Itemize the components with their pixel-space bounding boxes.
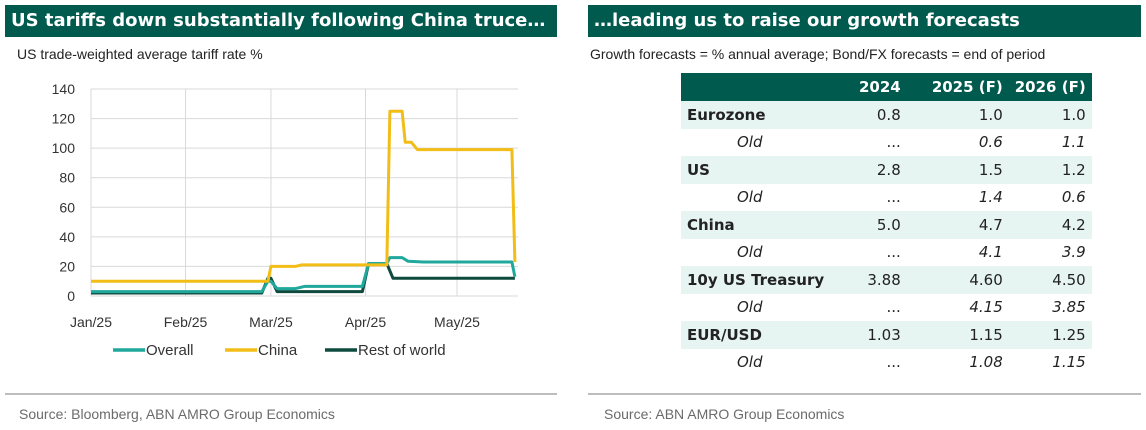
- x-tick-label: Apr/25: [345, 314, 386, 330]
- table-row: Eurozone 0.8 1.0 1.0: [681, 101, 1092, 129]
- left-banner-title: US tariffs down substantially following …: [5, 5, 557, 37]
- table-header-cell: 2025 (F): [906, 73, 1009, 101]
- value-cell: 2.8: [853, 156, 907, 184]
- row-label-cell: China: [681, 211, 853, 239]
- legend-label: China: [258, 342, 298, 359]
- value-cell: 3.9: [1008, 238, 1092, 266]
- table-row-old: Old... 0.6 1.1: [681, 128, 1092, 156]
- value-cell: 0.8: [853, 101, 907, 129]
- series-line-china: [91, 109, 517, 283]
- y-tick-label: 100: [52, 140, 76, 156]
- value-cell: 1.2: [1008, 156, 1092, 184]
- value-cell: ...: [853, 183, 907, 211]
- value-cell: ...: [853, 293, 907, 321]
- y-tick-label: 60: [59, 199, 75, 215]
- value-cell: 4.2: [1008, 211, 1092, 239]
- table-header-cell: 2024: [853, 73, 907, 101]
- x-tick-label: May/25: [434, 314, 480, 330]
- row-label-cell: Old: [681, 293, 853, 321]
- value-cell: ...: [853, 128, 907, 156]
- right-panel: …leading us to raise our growth forecast…: [588, 5, 1141, 430]
- table-header-cell: 2026 (F): [1008, 73, 1092, 101]
- x-tick-label: Mar/25: [249, 314, 293, 330]
- value-cell: 1.0: [1008, 101, 1092, 129]
- y-tick-label: 40: [59, 229, 75, 245]
- value-cell: 1.08: [906, 348, 1009, 376]
- row-label-cell: US: [681, 156, 853, 184]
- value-cell: 1.1: [1008, 128, 1092, 156]
- value-cell: 4.60: [906, 266, 1009, 294]
- value-cell: 1.25: [1008, 321, 1092, 349]
- y-tick-label: 140: [52, 81, 76, 97]
- chart-subtitle: US trade-weighted average tariff rate %: [17, 46, 263, 62]
- tariff-line-chart: 0 20 40 60 80 100 120 140 Jan/25 Feb/25 Mar/25 Apr/…: [52, 81, 518, 359]
- value-cell: ...: [853, 348, 907, 376]
- left-source-divider: [5, 393, 557, 395]
- table-header-row: 2024 2025 (F) 2026 (F): [681, 73, 1092, 101]
- table-row-old: Old... 4.1 3.9: [681, 238, 1092, 266]
- value-cell: 5.0: [853, 211, 907, 239]
- right-source-note: Source: ABN AMRO Group Economics: [604, 406, 845, 422]
- legend-label: Rest of world: [358, 342, 446, 359]
- table-header-cell: [681, 73, 853, 101]
- table-row: 10y US Treasury 3.88 4.60 4.50: [681, 266, 1092, 294]
- value-cell: 4.7: [906, 211, 1009, 239]
- value-cell: 4.15: [906, 293, 1009, 321]
- legend-label: Overall: [146, 342, 194, 359]
- table-row-old: Old... 1.08 1.15: [681, 348, 1092, 376]
- table-row-old: Old... 4.15 3.85: [681, 293, 1092, 321]
- x-tick-label: Jan/25: [70, 314, 112, 330]
- value-cell: 1.03: [853, 321, 907, 349]
- y-tick-label: 120: [52, 111, 76, 127]
- y-tick-label: 0: [67, 288, 75, 304]
- x-tick-label: Feb/25: [164, 314, 208, 330]
- value-cell: 4.50: [1008, 266, 1092, 294]
- value-cell: 0.6: [1008, 183, 1092, 211]
- left-panel: US tariffs down substantially following …: [5, 5, 557, 430]
- series-line-rest-of-world: [91, 262, 515, 295]
- row-label-cell: Old: [681, 128, 853, 156]
- row-label-cell: Eurozone: [681, 101, 853, 129]
- value-cell: 1.15: [1008, 348, 1092, 376]
- value-cell: 3.88: [853, 266, 907, 294]
- value-cell: ...: [853, 238, 907, 266]
- row-label-cell: EUR/USD: [681, 321, 853, 349]
- value-cell: 1.15: [906, 321, 1009, 349]
- table-subtitle: Growth forecasts = % annual average; Bon…: [590, 46, 1046, 62]
- table-row: China 5.0 4.7 4.2: [681, 211, 1092, 239]
- right-source-divider: [588, 393, 1141, 395]
- row-label-cell: Old: [681, 348, 853, 376]
- right-banner-title: …leading us to raise our growth forecast…: [588, 5, 1141, 37]
- table-row: US 2.8 1.5 1.2: [681, 156, 1092, 184]
- table-row: EUR/USD 1.03 1.15 1.25: [681, 321, 1092, 349]
- series-line-overall: [91, 256, 517, 294]
- row-label-cell: 10y US Treasury: [681, 266, 853, 294]
- value-cell: 1.0: [906, 101, 1009, 129]
- table-row-old: Old... 1.4 0.6: [681, 183, 1092, 211]
- row-label-cell: Old: [681, 183, 853, 211]
- y-tick-label: 80: [59, 170, 75, 186]
- value-cell: 1.5: [906, 156, 1009, 184]
- value-cell: 0.6: [906, 128, 1009, 156]
- row-label-cell: Old: [681, 238, 853, 266]
- left-source-note: Source: Bloomberg, ABN AMRO Group Econom…: [19, 406, 335, 422]
- value-cell: 3.85: [1008, 293, 1092, 321]
- value-cell: 1.4: [906, 183, 1009, 211]
- forecast-table: 2024 2025 (F) 2026 (F) Eurozone 0.8 1.0 1.0 Ol…: [681, 73, 1092, 376]
- y-tick-label: 20: [59, 258, 75, 274]
- value-cell: 4.1: [906, 238, 1009, 266]
